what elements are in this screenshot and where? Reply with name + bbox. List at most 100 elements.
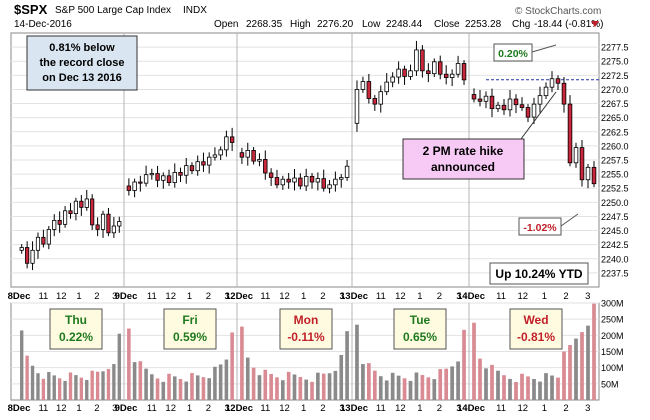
x-tick-label: 3: [225, 291, 230, 302]
record-line-3: on Dec 13 2016: [42, 72, 122, 84]
candle-body: [172, 172, 177, 183]
price-tick-label: 2275.0: [601, 57, 629, 67]
candle-body: [19, 247, 24, 251]
candle-body: [68, 210, 73, 215]
volume-bar: [562, 351, 566, 400]
volume-bar: [580, 332, 584, 400]
day-change-box: Wed -0.81%: [509, 308, 563, 350]
exchange-code: INDX: [183, 5, 207, 16]
volume-bar: [90, 370, 94, 400]
volume-bar: [184, 381, 189, 400]
volume-bar: [456, 361, 460, 400]
price-tick-label: 2250.0: [601, 198, 629, 208]
day-change-box: Mon -0.11%: [279, 308, 333, 350]
x-tick-label: 12: [279, 403, 290, 414]
volume-bar: [586, 325, 590, 400]
candle-body: [437, 61, 443, 75]
candle-body: [333, 178, 338, 186]
candle-body: [537, 95, 543, 105]
volume-bar: [281, 380, 285, 400]
day-change: -0.11%: [287, 330, 325, 344]
x-tick-label: 12: [279, 291, 290, 302]
volume-bar: [167, 373, 171, 400]
candle-body: [455, 63, 461, 75]
candle-body: [426, 70, 431, 75]
volume-bar: [144, 368, 148, 400]
loss-pointer: [560, 213, 579, 227]
candle-body: [207, 156, 212, 166]
volume-tick-label: 50M: [601, 379, 619, 389]
volume-bar: [190, 373, 194, 400]
volume-bar: [526, 376, 530, 400]
day-change: 0.59%: [173, 330, 207, 344]
volume-bar: [556, 377, 560, 400]
day-change-box: Fri 0.59%: [163, 308, 217, 350]
price-tick-label: 2237.5: [601, 268, 629, 278]
candle-body: [408, 70, 413, 77]
x-tick-label: 11: [496, 403, 506, 414]
price-tick-label: 2257.5: [601, 156, 629, 166]
candle-body: [100, 213, 106, 230]
candle-body: [229, 136, 235, 143]
volume-bar: [321, 373, 326, 400]
volume-bar: [63, 380, 67, 400]
volume-bar: [538, 381, 542, 400]
candle-body: [543, 86, 549, 97]
candle-body: [567, 103, 573, 164]
x-tick-label: 1: [301, 403, 306, 414]
volume-bar: [20, 330, 24, 400]
daily-change-boxes: Thu 0.22% Fri 0.59% Mon -0.11% Tue 0.65% Wed -0.8…: [49, 308, 563, 350]
volume-bar: [85, 379, 89, 400]
candle-body: [138, 181, 143, 184]
close-value: 2253.28: [465, 19, 502, 30]
volume-bar: [574, 338, 578, 400]
x-tick-label: 2: [206, 291, 211, 302]
x-tick-label: 3: [456, 291, 461, 302]
candle-body: [555, 78, 561, 84]
x-tick-label: 8Dec: [8, 403, 31, 414]
volume-bar: [478, 358, 482, 400]
day-change: -0.81%: [517, 330, 555, 344]
volume-bar: [333, 370, 338, 400]
candle-body: [161, 175, 166, 181]
day-box-frame: [163, 308, 217, 350]
volume-bars: [20, 303, 596, 400]
volume-bar: [218, 364, 223, 400]
candle-body: [384, 81, 389, 93]
x-tick-label: 12Dec: [225, 291, 253, 302]
price-tick-label: 2267.5: [601, 99, 629, 109]
volume-bar: [36, 373, 40, 400]
price-tick-label: 2265.0: [601, 113, 629, 123]
x-tick-label: 11: [147, 403, 157, 414]
candle-body: [477, 98, 483, 102]
volume-bar: [41, 378, 46, 400]
day-box-frame: [279, 308, 333, 350]
fed-line-1: 2 PM rate hike: [423, 144, 504, 158]
candle-body: [449, 73, 455, 78]
x-tick-label: 12Dec: [225, 403, 253, 414]
candle-body: [62, 210, 68, 225]
candle-body: [195, 161, 200, 172]
candle-body: [495, 104, 501, 110]
volume-bar: [532, 378, 536, 400]
candle-body: [132, 181, 137, 191]
fed-line-2: announced: [431, 160, 495, 174]
volume-bar: [402, 378, 407, 400]
x-tick-label: 11: [147, 291, 157, 302]
candle-body: [372, 98, 378, 105]
volume-bar: [339, 354, 344, 400]
open-value: 2268.35: [246, 19, 283, 30]
record-box: [26, 35, 138, 91]
volume-bar: [117, 333, 121, 400]
volume-bar: [414, 372, 419, 400]
volume-bar: [426, 377, 431, 400]
x-tick-label: 12: [395, 291, 406, 302]
volume-bar: [230, 332, 234, 400]
volume-bar: [355, 324, 359, 400]
record-line-1: 0.81% below: [49, 42, 115, 54]
day-box-frame: [509, 308, 563, 350]
candle-body: [309, 175, 315, 183]
volume-bar: [150, 374, 154, 400]
x-tick-label: 14Dec: [457, 291, 485, 302]
x-tick-label: 12: [165, 291, 176, 302]
